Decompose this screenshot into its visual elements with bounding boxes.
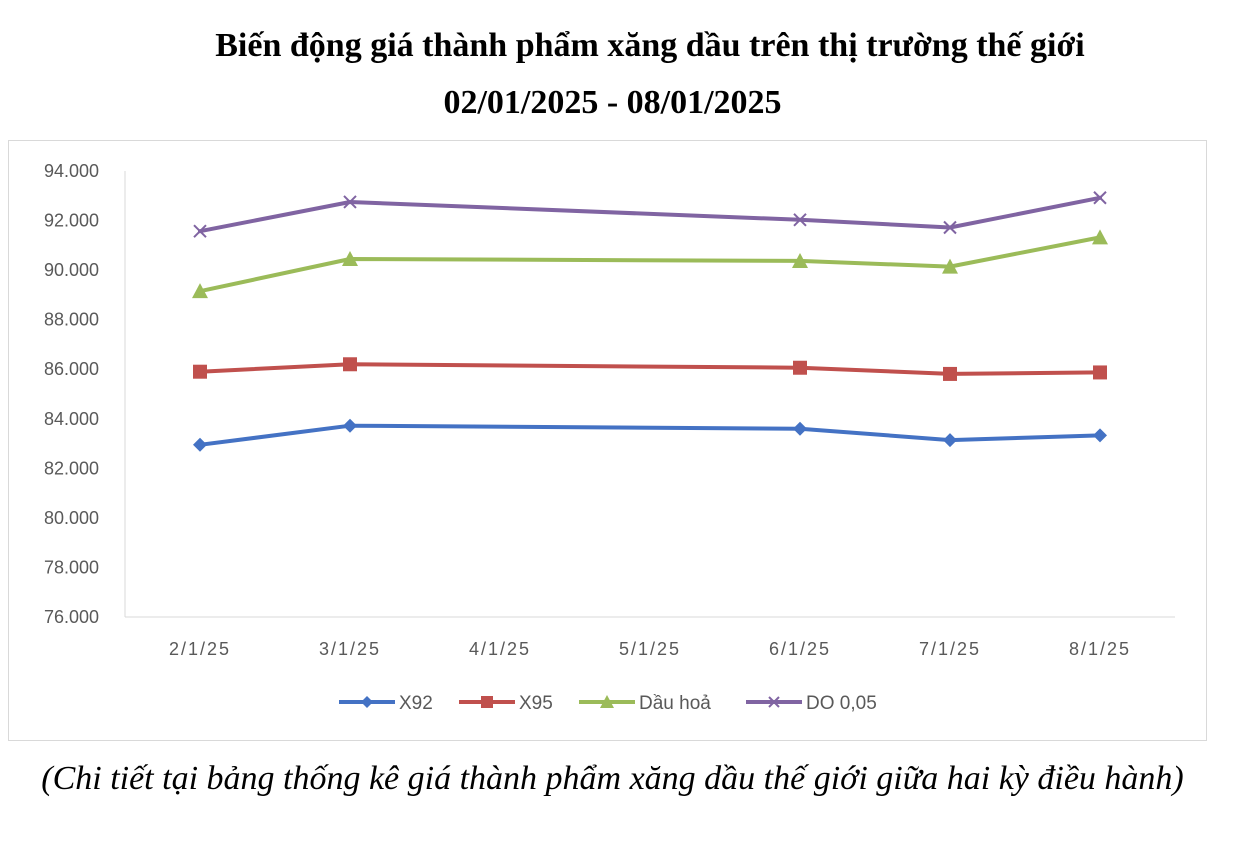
y-tick-label: 82.000 (44, 458, 99, 478)
y-tick-label: 76.000 (44, 607, 99, 627)
data-point (343, 357, 357, 372)
x-tick-label: 7/1/25 (919, 639, 981, 659)
data-point (1093, 365, 1107, 380)
data-point (192, 283, 208, 299)
chart-subtitle: 02/01/2025 - 08/01/2025 (443, 84, 782, 121)
legend-item: X95 (459, 693, 553, 714)
y-tick-label: 92.000 (44, 211, 99, 231)
legend-label: X92 (399, 693, 433, 714)
x-tick-label: 2/1/25 (169, 639, 231, 659)
caption: (Chi tiết tại bảng thống kê giá thành ph… (41, 760, 1184, 797)
data-point (768, 696, 780, 708)
data-point (792, 252, 808, 268)
y-tick-label: 84.000 (44, 409, 99, 429)
data-point (481, 696, 493, 708)
data-point (943, 220, 957, 235)
legend-item: Dầu hoả (579, 693, 711, 714)
data-point (600, 695, 614, 708)
data-point (1093, 191, 1107, 205)
y-tick-label: 86.000 (44, 359, 99, 379)
series-group (193, 418, 1107, 452)
x-tick-label: 4/1/25 (469, 639, 531, 659)
y-tick-label: 88.000 (44, 310, 99, 330)
series-layer (192, 191, 1108, 452)
data-point (943, 433, 957, 448)
y-tick-label: 94.000 (44, 161, 99, 181)
data-point (343, 418, 357, 433)
legend-label: X95 (519, 693, 553, 714)
data-point (361, 696, 373, 708)
legend-label: DO 0,05 (806, 693, 877, 714)
y-tick-label: 78.000 (44, 557, 99, 577)
line-chart: 76.000 78.000 80.000 82.000 84.000 86.000 88.0… (8, 140, 1207, 741)
data-point (793, 213, 807, 227)
series-group (193, 191, 1107, 238)
data-point (942, 258, 958, 274)
x-tick-label: 5/1/25 (619, 639, 681, 659)
data-point (193, 224, 207, 238)
data-point (1093, 428, 1107, 443)
series-group (192, 229, 1108, 299)
data-point (193, 437, 207, 452)
data-point (343, 195, 357, 209)
y-tick-label: 90.000 (44, 260, 99, 280)
axes: 76.000 78.000 80.000 82.000 84.000 86.000 88.0… (44, 161, 1175, 659)
data-point (1092, 229, 1108, 245)
chart-title: Biến động giá thành phẩm xăng dầu trên t… (215, 27, 1085, 64)
data-point (342, 250, 358, 266)
legend-item: X92 (339, 693, 433, 714)
data-point (193, 364, 207, 379)
data-point (793, 360, 807, 375)
x-tick-label: 6/1/25 (769, 639, 831, 659)
x-tick-label: 8/1/25 (1069, 639, 1131, 659)
x-tick-label: 3/1/25 (319, 639, 381, 659)
legend: X92 X95 Dầu hoả DO 0,05 (339, 693, 877, 714)
chart-border (8, 140, 1207, 741)
series-group (193, 357, 1107, 381)
legend-label: Dầu hoả (639, 693, 711, 714)
legend-item: DO 0,05 (746, 693, 877, 714)
data-point (793, 421, 807, 436)
data-point (943, 366, 957, 381)
y-tick-label: 80.000 (44, 508, 99, 528)
